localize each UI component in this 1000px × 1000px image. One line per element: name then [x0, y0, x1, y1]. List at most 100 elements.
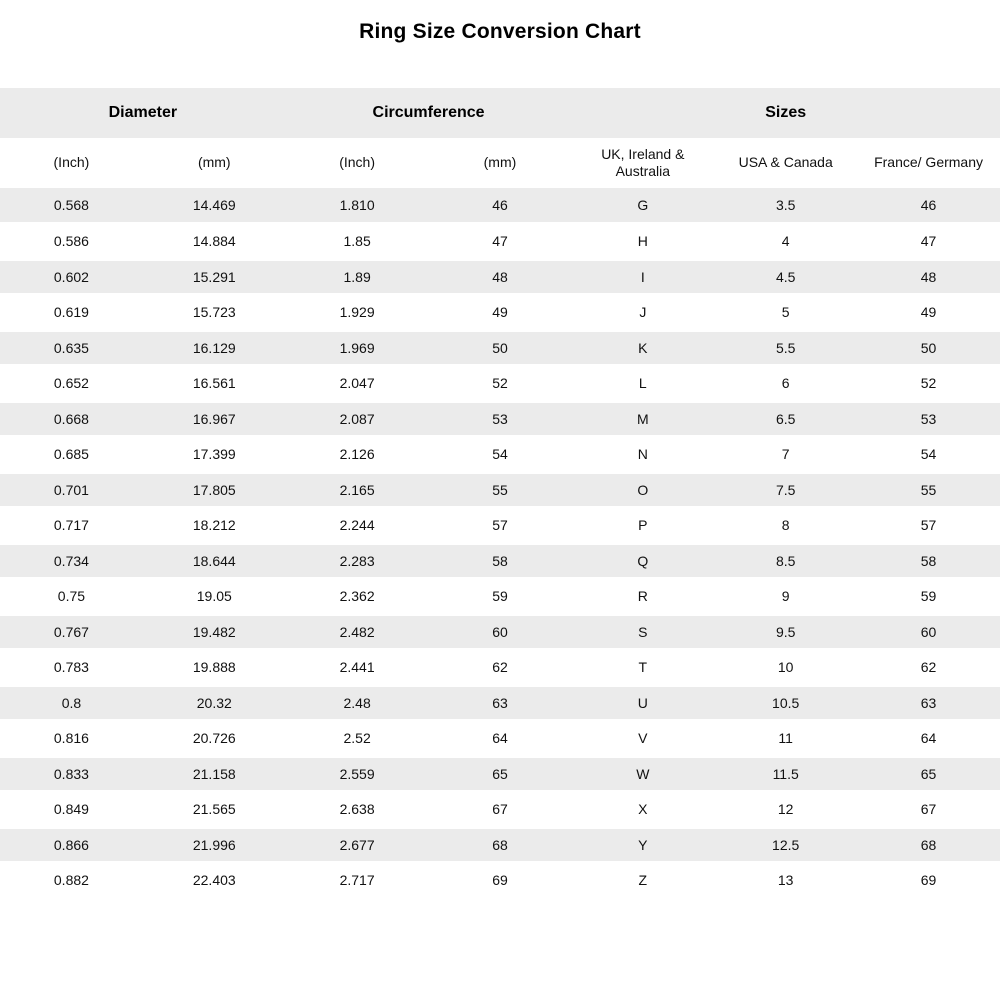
cell: 9.5 — [714, 614, 858, 652]
cell: 52 — [428, 365, 572, 403]
cell: 2.48 — [285, 685, 429, 723]
cell: 67 — [428, 791, 572, 829]
cell: 68 — [857, 827, 1000, 865]
cell: 57 — [428, 507, 572, 545]
table-row: 0.685 17.399 2.126 54 N 7 54 — [0, 436, 1000, 474]
cell: 16.129 — [142, 330, 286, 368]
cell: 0.586 — [0, 223, 143, 261]
cell: I — [571, 259, 715, 297]
cell: 22.403 — [142, 862, 286, 900]
cell: 1.969 — [285, 330, 429, 368]
cell: 2.126 — [285, 436, 429, 474]
cell: X — [571, 791, 715, 829]
cell: O — [571, 472, 715, 510]
table-row: 0.75 19.05 2.362 59 R 9 59 — [0, 578, 1000, 616]
cell: 68 — [428, 827, 572, 865]
cell: 2.482 — [285, 614, 429, 652]
cell: 54 — [428, 436, 572, 474]
cell: 49 — [857, 294, 1000, 332]
cell: 21.565 — [142, 791, 286, 829]
column-header-usa-canada: USA & Canada — [714, 138, 858, 188]
table-row: 0.8 20.32 2.48 63 U 10.5 63 — [0, 685, 1000, 723]
cell: 5.5 — [714, 330, 858, 368]
cell: 52 — [857, 365, 1000, 403]
cell: J — [571, 294, 715, 332]
cell: 1.89 — [285, 259, 429, 297]
cell: 8.5 — [714, 543, 858, 581]
cell: 63 — [857, 685, 1000, 723]
cell: 7 — [714, 436, 858, 474]
cell: U — [571, 685, 715, 723]
cell: 2.087 — [285, 401, 429, 439]
cell: G — [571, 188, 715, 226]
column-header-circumference-mm: (mm) — [428, 138, 572, 188]
cell: 2.283 — [285, 543, 429, 581]
table-row: 0.602 15.291 1.89 48 I 4.5 48 — [0, 259, 1000, 297]
cell: 50 — [428, 330, 572, 368]
cell: Q — [571, 543, 715, 581]
cell: R — [571, 578, 715, 616]
cell: 48 — [857, 259, 1000, 297]
cell: 2.244 — [285, 507, 429, 545]
cell: 0.882 — [0, 862, 143, 900]
cell: 50 — [857, 330, 1000, 368]
cell: 0.701 — [0, 472, 143, 510]
cell: 0.8 — [0, 685, 143, 723]
table-row: 0.882 22.403 2.717 69 Z 13 69 — [0, 862, 1000, 900]
cell: 1.810 — [285, 188, 429, 226]
table-row: 0.717 18.212 2.244 57 P 8 57 — [0, 507, 1000, 545]
cell: Y — [571, 827, 715, 865]
cell: 58 — [428, 543, 572, 581]
table-row: 0.619 15.723 1.929 49 J 5 49 — [0, 294, 1000, 332]
cell: 0.866 — [0, 827, 143, 865]
cell: K — [571, 330, 715, 368]
cell: 53 — [857, 401, 1000, 439]
cell: 2.52 — [285, 720, 429, 758]
table-row: 0.568 14.469 1.810 46 G 3.5 46 — [0, 188, 1000, 226]
cell: 58 — [857, 543, 1000, 581]
table-row: 0.734 18.644 2.283 58 Q 8.5 58 — [0, 543, 1000, 581]
cell: 15.291 — [142, 259, 286, 297]
cell: N — [571, 436, 715, 474]
cell: 57 — [857, 507, 1000, 545]
table-row: 0.816 20.726 2.52 64 V 11 64 — [0, 720, 1000, 758]
table-row: 0.849 21.565 2.638 67 X 12 67 — [0, 791, 1000, 829]
cell: 46 — [428, 188, 572, 226]
table-row: 0.652 16.561 2.047 52 L 6 52 — [0, 365, 1000, 403]
cell: 47 — [428, 223, 572, 261]
cell: 20.32 — [142, 685, 286, 723]
cell: 0.685 — [0, 436, 143, 474]
cell: M — [571, 401, 715, 439]
cell: 0.783 — [0, 649, 143, 687]
ring-size-table: Diameter Circumference Sizes (Inch) (mm)… — [0, 88, 1000, 900]
cell: 18.644 — [142, 543, 286, 581]
cell: 4.5 — [714, 259, 858, 297]
cell: 0.652 — [0, 365, 143, 403]
cell: 21.996 — [142, 827, 286, 865]
cell: 7.5 — [714, 472, 858, 510]
cell: L — [571, 365, 715, 403]
cell: 54 — [857, 436, 1000, 474]
page-title: Ring Size Conversion Chart — [359, 20, 641, 43]
cell: 1.929 — [285, 294, 429, 332]
cell: 3.5 — [714, 188, 858, 226]
cell: 60 — [857, 614, 1000, 652]
group-header-sizes: Sizes — [571, 88, 1000, 138]
cell: 12.5 — [714, 827, 858, 865]
cell: 17.805 — [142, 472, 286, 510]
cell: Z — [571, 862, 715, 900]
cell: 55 — [857, 472, 1000, 510]
cell: 60 — [428, 614, 572, 652]
cell: 0.833 — [0, 756, 143, 794]
cell: V — [571, 720, 715, 758]
cell: 0.602 — [0, 259, 143, 297]
table-row: 0.833 21.158 2.559 65 W 11.5 65 — [0, 756, 1000, 794]
table-row: 0.866 21.996 2.677 68 Y 12.5 68 — [0, 827, 1000, 865]
cell: 0.568 — [0, 188, 143, 226]
cell: 15.723 — [142, 294, 286, 332]
cell: 0.75 — [0, 578, 143, 616]
column-header-diameter-mm: (mm) — [142, 138, 286, 188]
table-body: 0.568 14.469 1.810 46 G 3.5 46 0.586 14.884 1.85 4… — [0, 188, 1000, 900]
cell: 2.047 — [285, 365, 429, 403]
